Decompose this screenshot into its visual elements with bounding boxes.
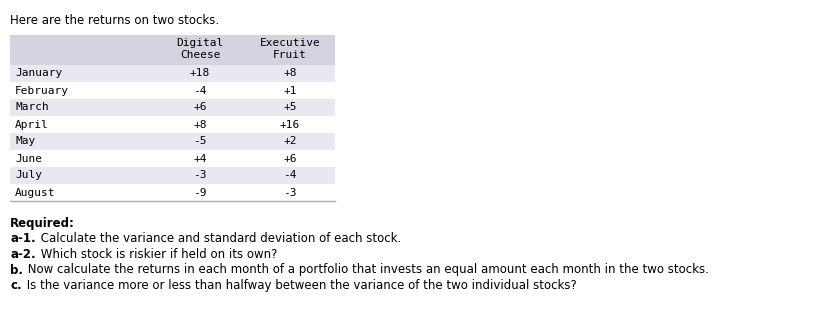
Text: +2: +2 <box>284 137 297 147</box>
Bar <box>10 82 335 99</box>
Text: +18: +18 <box>190 69 210 79</box>
Text: March: March <box>15 103 48 113</box>
Bar <box>10 116 335 133</box>
Bar <box>10 184 335 201</box>
Text: -4: -4 <box>284 170 297 180</box>
Bar <box>10 35 335 65</box>
Text: +5: +5 <box>284 103 297 113</box>
Text: -9: -9 <box>193 187 207 197</box>
Text: +16: +16 <box>279 120 300 130</box>
Bar <box>10 99 335 116</box>
Text: -5: -5 <box>193 137 207 147</box>
Text: Which stock is riskier if held on its own?: Which stock is riskier if held on its ow… <box>37 248 277 261</box>
Text: +8: +8 <box>284 69 297 79</box>
Text: Now calculate the returns in each month of a portfolio that invests an equal amo: Now calculate the returns in each month … <box>24 263 709 276</box>
Text: Calculate the variance and standard deviation of each stock.: Calculate the variance and standard devi… <box>37 232 401 245</box>
Text: +6: +6 <box>193 103 207 113</box>
Text: +1: +1 <box>284 86 297 96</box>
Text: +8: +8 <box>193 120 207 130</box>
Bar <box>10 150 335 167</box>
Text: July: July <box>15 170 42 180</box>
Text: Digital
Cheese: Digital Cheese <box>177 38 224 60</box>
Text: a-1.: a-1. <box>10 232 35 245</box>
Bar <box>10 65 335 82</box>
Text: Executive
Fruit: Executive Fruit <box>260 38 321 60</box>
Text: August: August <box>15 187 56 197</box>
Text: c.: c. <box>10 279 21 292</box>
Text: April: April <box>15 120 48 130</box>
Text: -3: -3 <box>193 170 207 180</box>
Text: Here are the returns on two stocks.: Here are the returns on two stocks. <box>10 14 219 27</box>
Text: +6: +6 <box>284 154 297 164</box>
Text: June: June <box>15 154 42 164</box>
Text: -4: -4 <box>193 86 207 96</box>
Text: February: February <box>15 86 69 96</box>
Text: Required:: Required: <box>10 217 75 230</box>
Bar <box>10 167 335 184</box>
Text: b.: b. <box>10 263 23 276</box>
Text: Is the variance more or less than halfway between the variance of the two indivi: Is the variance more or less than halfwa… <box>23 279 576 292</box>
Text: +4: +4 <box>193 154 207 164</box>
Bar <box>10 133 335 150</box>
Text: May: May <box>15 137 35 147</box>
Text: a-2.: a-2. <box>10 248 35 261</box>
Text: January: January <box>15 69 62 79</box>
Text: -3: -3 <box>284 187 297 197</box>
